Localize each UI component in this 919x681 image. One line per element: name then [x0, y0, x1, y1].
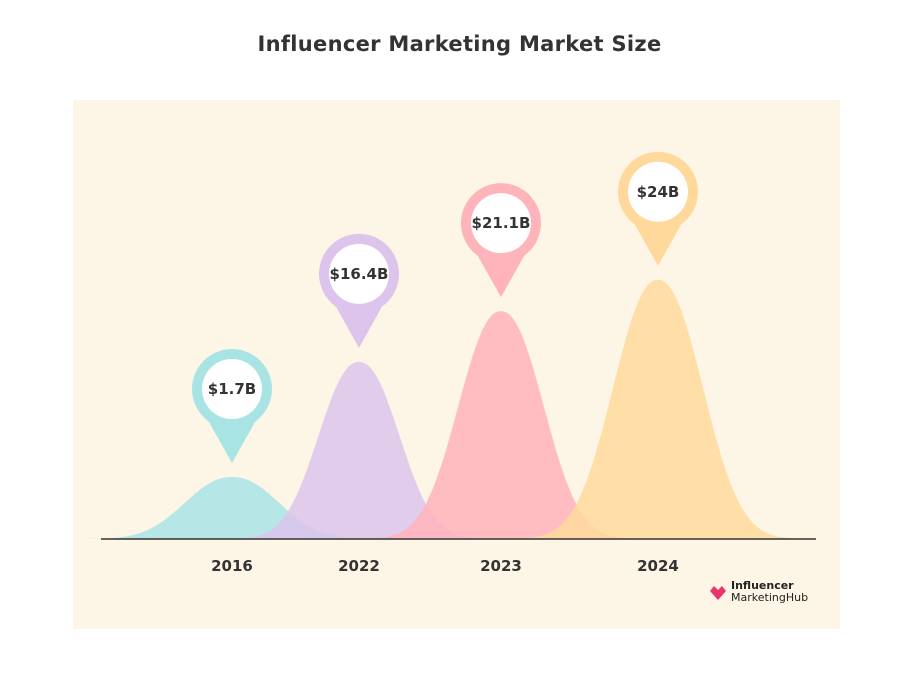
tick-layer: 2016 2022 2023 2024 — [211, 557, 679, 575]
pin-inner-circle-2023 — [471, 193, 531, 254]
x-tick-label-2016: 2016 — [211, 557, 253, 575]
data-label-2023: $21.1B — [472, 214, 531, 232]
brand-heart-icon — [710, 586, 726, 600]
chart-title: Influencer Marketing Market Size — [257, 32, 662, 56]
x-tick-label-2023: 2023 — [480, 557, 522, 575]
brand-name-line1: Influencer — [731, 579, 794, 592]
pin-layer: $1.7B $16.4B $21.1B $24B — [192, 151, 698, 463]
area-mark-2023 — [371, 311, 631, 539]
pin-inner-circle-2016 — [202, 359, 262, 419]
data-label-2016: $1.7B — [208, 380, 256, 398]
pin-marker-2016: $1.7B — [192, 349, 272, 463]
brand-name-line2: MarketingHub — [731, 591, 809, 604]
x-tick-label-2022: 2022 — [338, 557, 380, 575]
area-mark-2024 — [522, 279, 794, 539]
pin-marker-2024: $24B — [618, 151, 698, 266]
pin-inner-circle-2022 — [329, 243, 389, 304]
pin-marker-2023: $21.1B — [461, 183, 541, 298]
bump-layer — [89, 279, 794, 539]
pin-inner-circle-2024 — [628, 161, 688, 222]
x-tick-label-2024: 2024 — [637, 557, 679, 575]
data-label-2022: $16.4B — [330, 265, 389, 283]
area-mark-2022 — [236, 361, 482, 539]
pin-marker-2022: $16.4B — [319, 233, 399, 348]
data-label-2024: $24B — [637, 183, 680, 201]
